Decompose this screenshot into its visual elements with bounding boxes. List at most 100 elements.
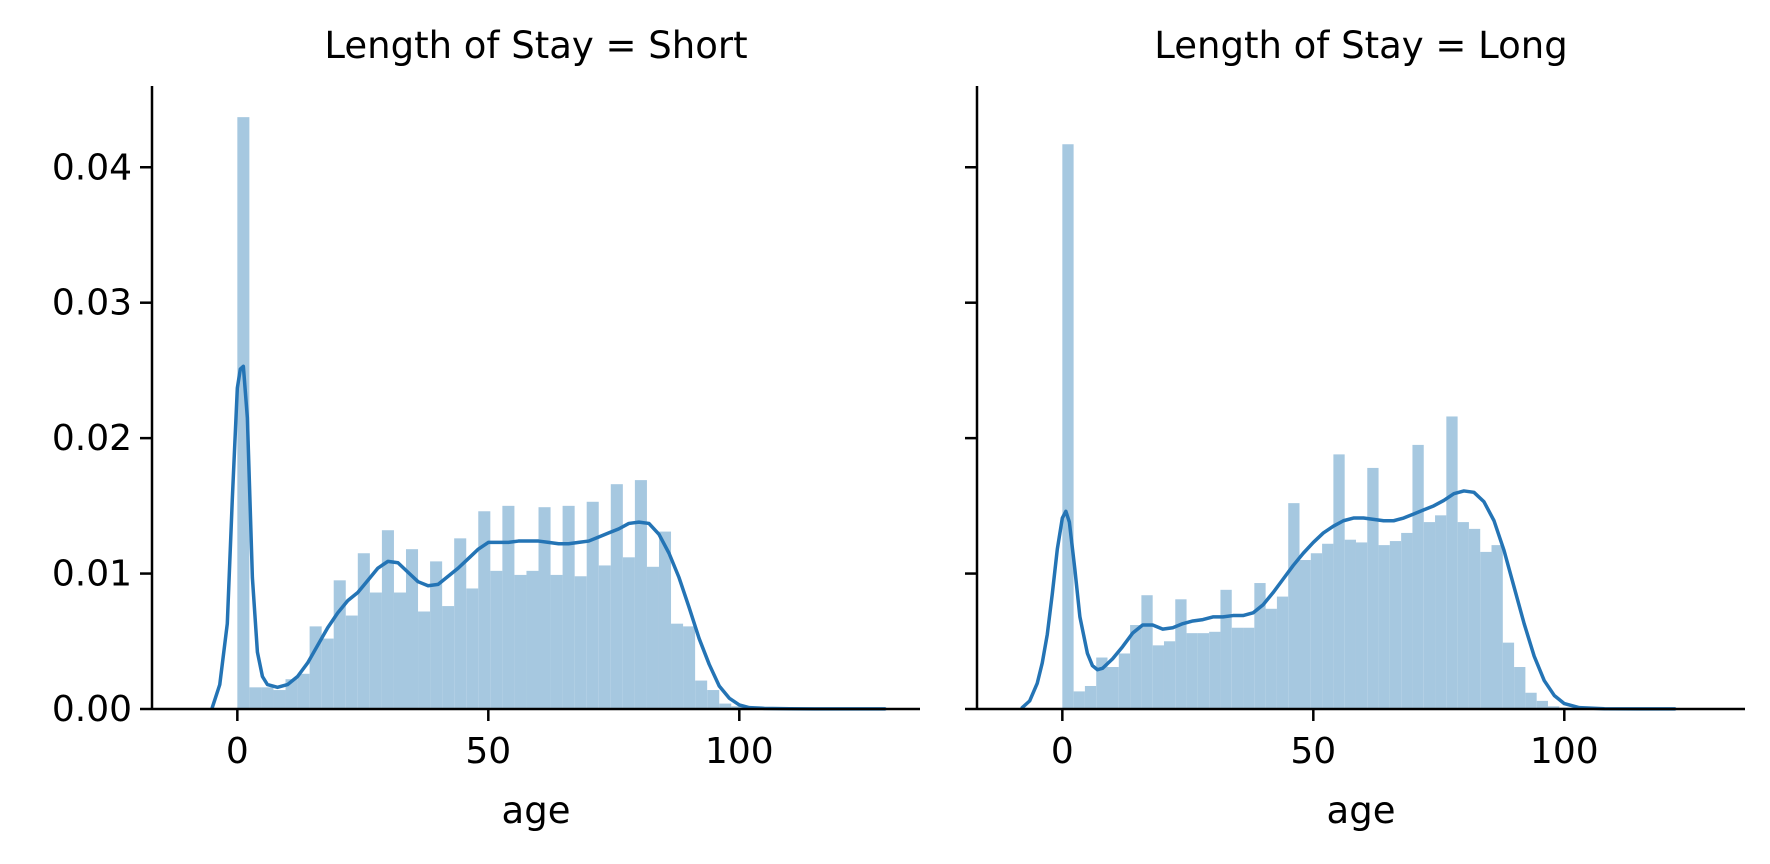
histogram-bar: [466, 588, 479, 709]
histogram-bar: [1435, 515, 1447, 709]
histogram-bar: [1457, 522, 1469, 709]
histogram-bar: [1231, 627, 1244, 709]
histogram-bars: [237, 117, 756, 709]
histogram-bar: [490, 570, 503, 709]
histogram-bar: [695, 680, 708, 709]
histogram-bar: [1547, 706, 1560, 709]
panel-long-stay: 0 50 100 Length of Stay = Long age: [965, 24, 1745, 832]
histogram-bar: [1412, 444, 1424, 709]
histogram-bar: [1367, 467, 1379, 709]
histogram-bar: [1446, 416, 1458, 709]
histogram-bar: [1152, 645, 1164, 709]
panel-title: Length of Stay = Short: [324, 24, 747, 67]
x-tick-label: 50: [465, 731, 511, 772]
histogram-bar: [285, 679, 298, 709]
histogram-bar: [369, 592, 382, 709]
panel-title: Length of Stay = Long: [1154, 24, 1567, 67]
histogram-bar: [1197, 633, 1210, 709]
histogram-bar: [1322, 543, 1334, 709]
histogram-bar: [634, 480, 647, 709]
x-axis-label: age: [1327, 789, 1396, 832]
histogram-bar: [454, 538, 467, 709]
histogram-bar: [1355, 542, 1368, 709]
histogram-bar: [598, 565, 611, 709]
histogram-bar: [719, 703, 732, 709]
histogram-bar: [1243, 627, 1255, 709]
histogram-bar: [1276, 596, 1289, 709]
histogram-bar: [731, 706, 744, 709]
histogram-bar: [1107, 667, 1119, 709]
panel-short-stay: 0 50 100 0.00 0.01 0.02 0.03 0.04 Length of Stay…: [52, 24, 920, 832]
x-tick-label: 0: [1051, 731, 1074, 772]
histogram-bar: [1514, 667, 1526, 709]
histogram-bar: [526, 570, 539, 709]
histogram-bar: [658, 531, 672, 709]
histogram-bar: [1130, 625, 1142, 709]
histogram-bar: [333, 580, 346, 709]
y-tick-label: 0.04: [52, 147, 132, 188]
histogram-bar: [237, 117, 250, 709]
histogram-bar: [1175, 599, 1187, 709]
histogram-bar: [273, 690, 286, 709]
histogram-bars: [1062, 144, 1571, 710]
histogram-bar: [1084, 685, 1097, 709]
histogram-bar: [683, 626, 696, 709]
kde-line: [1020, 489, 1677, 711]
histogram-bar: [1491, 545, 1503, 709]
histogram-bar: [1096, 657, 1108, 709]
histogram-bar: [1299, 560, 1311, 709]
histogram-bar: [1265, 608, 1277, 709]
histogram-bar: [502, 505, 515, 709]
histogram-bar: [430, 561, 443, 709]
x-tick-label: 50: [1290, 731, 1336, 772]
histogram-bar: [550, 574, 563, 709]
histogram-bar: [671, 623, 684, 709]
histogram-bar: [1186, 633, 1198, 709]
x-tick-label: 100: [705, 731, 774, 772]
histogram-bar: [1344, 539, 1356, 709]
histogram-bar: [478, 511, 491, 709]
histogram-bar: [610, 484, 623, 709]
histogram-bar: [707, 690, 720, 709]
y-tick-label: 0.00: [52, 689, 132, 730]
histogram-bar: [1209, 631, 1221, 709]
histogram-bar: [622, 557, 635, 709]
histogram-bar: [405, 549, 419, 709]
histogram-bar: [1288, 503, 1300, 709]
x-tick-label: 0: [226, 731, 249, 772]
histogram-bar: [1333, 454, 1345, 709]
histogram-bar: [1118, 653, 1131, 709]
x-tick-label: 100: [1530, 731, 1599, 772]
histogram-bar: [1254, 583, 1266, 709]
histogram-bar: [1389, 541, 1402, 709]
histogram-bar: [381, 530, 394, 709]
y-tick-label: 0.02: [52, 418, 132, 459]
histogram-bar: [1468, 528, 1481, 709]
y-tick-label: 0.01: [52, 554, 132, 595]
histogram-bar: [1141, 595, 1153, 709]
histogram-bar: [1163, 641, 1176, 709]
histogram-bar: [1220, 589, 1232, 709]
histogram-bar: [1310, 553, 1323, 709]
histogram-bar: [1401, 532, 1413, 709]
kde-line: [210, 364, 887, 711]
histogram-bar: [646, 566, 659, 709]
histogram-bar: [574, 576, 587, 709]
histogram-bar: [1525, 692, 1537, 709]
histogram-bar: [514, 574, 527, 709]
histogram-bar: [538, 507, 551, 709]
histogram-bar: [297, 673, 310, 709]
histogram-bar: [1502, 642, 1515, 709]
histogram-bar: [1423, 522, 1436, 709]
y-tick-label: 0.03: [52, 283, 132, 324]
x-axis-label: age: [502, 789, 571, 832]
histogram-bar: [249, 687, 262, 709]
histogram-bar: [1062, 144, 1074, 710]
histogram-bar: [1536, 700, 1548, 709]
histogram-bar: [418, 611, 431, 709]
histogram-bar: [357, 553, 370, 709]
histogram-bar: [1073, 691, 1085, 709]
histogram-bar: [321, 638, 334, 709]
histogram-bar: [393, 592, 406, 709]
